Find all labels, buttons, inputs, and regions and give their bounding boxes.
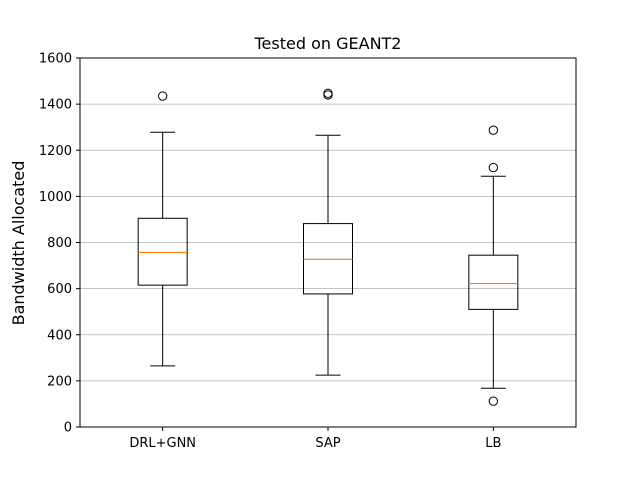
y-axis-label: Bandwidth Allocated [9, 161, 28, 326]
x-tick-label: DRL+GNN [129, 436, 196, 451]
y-tick-label: 600 [47, 282, 72, 297]
y-tick-label: 200 [47, 374, 72, 389]
iqr-box [468, 254, 519, 310]
y-tick-label: 1000 [39, 190, 72, 205]
iqr-box [137, 217, 188, 286]
outlier-point [323, 88, 333, 98]
axes: 0 200 400 600 800 1000 1200 1400 1600 DRL+GNN SAP L… [39, 52, 577, 451]
y-tick-label: 0 [64, 421, 72, 436]
outlier-point [488, 125, 499, 135]
y-tick-label: 800 [47, 236, 72, 251]
boxes [137, 88, 519, 406]
y-tick-label: 1200 [39, 144, 72, 159]
outlier-point [488, 396, 499, 406]
box-lb [468, 125, 519, 406]
outlier-point [488, 162, 499, 173]
y-tick-label: 1400 [39, 98, 72, 113]
x-tick-label: LB [485, 436, 501, 451]
chart-title: Tested on GEANT2 [254, 34, 402, 53]
x-tick-label: SAP [315, 436, 340, 451]
y-tick-label: 400 [47, 328, 72, 343]
box-sap [303, 88, 353, 376]
box-drl-gnn [137, 91, 188, 367]
y-tick-label: 1600 [39, 52, 72, 67]
outlier-point [157, 91, 168, 101]
